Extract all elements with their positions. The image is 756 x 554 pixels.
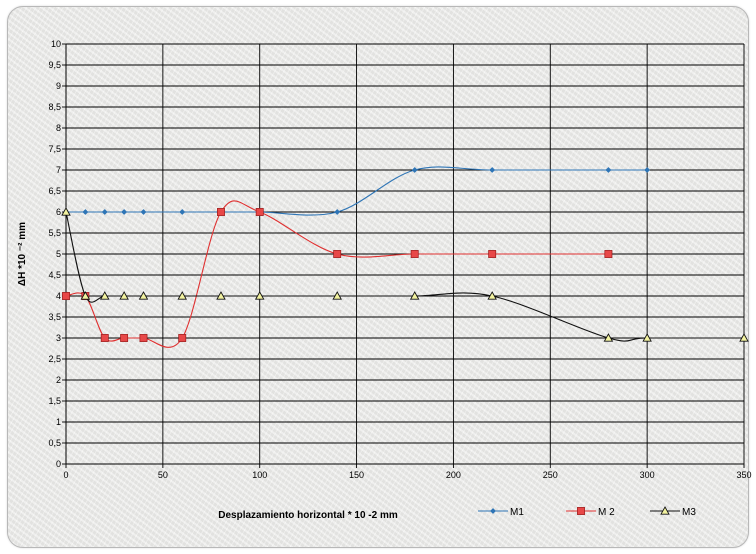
data-point <box>489 167 496 173</box>
y-tick-label: 3 <box>56 333 61 343</box>
legend-item: M3 <box>650 506 696 518</box>
series-2 <box>62 200 613 348</box>
data-point <box>739 333 749 342</box>
x-tick-label: 350 <box>736 470 751 480</box>
y-tick-label: 0,5 <box>48 438 61 448</box>
x-tick-label: 150 <box>349 470 364 480</box>
y-tick-label: 5,5 <box>48 228 61 238</box>
y-axis-title: ΔH *10 ⁻² mm <box>17 222 28 286</box>
y-tick-label: 0 <box>56 459 61 469</box>
data-point <box>603 333 614 342</box>
x-tick-label: 300 <box>640 470 655 480</box>
y-tick-label: 6 <box>56 207 61 217</box>
data-point <box>642 333 652 342</box>
y-tick-label: 8 <box>56 123 61 133</box>
data-point <box>101 209 108 215</box>
series-line <box>65 211 744 342</box>
y-tick-label: 2 <box>56 375 61 385</box>
y-tick-label: 4 <box>56 291 61 301</box>
data-point <box>487 291 497 300</box>
y-tick-label: 4,5 <box>48 270 61 280</box>
series-3 <box>61 207 749 342</box>
data-point <box>411 167 418 173</box>
legend-item: M 2 <box>566 507 615 518</box>
data-point <box>333 250 342 258</box>
data-point <box>100 334 109 342</box>
data-point <box>644 167 651 173</box>
legend-label: M 2 <box>598 507 615 518</box>
x-tick-label: 50 <box>158 470 168 480</box>
series-layer <box>61 166 749 348</box>
data-point <box>334 209 341 215</box>
data-point <box>138 291 149 300</box>
data-point <box>332 291 342 300</box>
y-tick-label: 9 <box>56 81 61 91</box>
y-tick-label: 10 <box>51 39 61 49</box>
legend-label: M1 <box>510 507 524 518</box>
x-tick-label: 200 <box>446 470 461 480</box>
data-point <box>80 291 91 300</box>
data-point <box>178 334 187 342</box>
data-point <box>82 209 89 215</box>
data-point <box>139 334 148 342</box>
y-tick-label: 1,5 <box>48 396 61 406</box>
data-point <box>217 208 225 216</box>
legend-marker <box>660 506 670 515</box>
y-tick-label: 7,5 <box>48 144 61 154</box>
axis-layer: 0 0,5 1 1,5 2 2,5 3 3,5 4 4,5 5 5,5 6 6,5 7 7,5 8 8,5 9 9,5… <box>48 39 751 480</box>
legend-marker <box>490 508 496 514</box>
data-point <box>605 167 612 173</box>
data-point <box>99 291 110 300</box>
y-tick-label: 3,5 <box>48 312 61 322</box>
series-line <box>65 200 609 348</box>
data-point <box>604 250 613 258</box>
data-point <box>121 209 128 215</box>
y-tick-label: 1 <box>56 417 61 427</box>
data-point <box>255 208 264 216</box>
x-tick-label: 250 <box>543 470 558 480</box>
data-point <box>254 291 265 300</box>
x-tick-label: 100 <box>252 470 267 480</box>
data-point <box>216 291 226 300</box>
legend-item: M1 <box>478 507 524 518</box>
data-point <box>120 334 129 342</box>
x-axis-title: Desplazamiento horizontal * 10 -2 mm <box>218 510 398 521</box>
y-tick-label: 7 <box>56 165 61 175</box>
legend: M1 M 2 M3 <box>478 506 696 518</box>
x-tick-label: 0 <box>63 470 68 480</box>
y-tick-label: 9,5 <box>48 60 61 70</box>
y-tick-label: 6,5 <box>48 186 61 196</box>
legend-marker <box>577 507 585 515</box>
data-point <box>488 250 497 258</box>
data-point <box>409 291 420 300</box>
data-point <box>62 292 70 300</box>
y-tick-label: 5 <box>56 249 61 259</box>
chart-frame <box>7 6 749 548</box>
data-point <box>140 209 147 215</box>
data-point <box>410 250 419 258</box>
legend-label: M3 <box>682 507 696 518</box>
y-tick-label: 8,5 <box>48 102 61 112</box>
data-point <box>179 209 186 215</box>
data-point <box>177 291 187 300</box>
y-tick-label: 2,5 <box>48 354 61 364</box>
data-point <box>119 291 129 300</box>
data-point <box>61 207 71 216</box>
